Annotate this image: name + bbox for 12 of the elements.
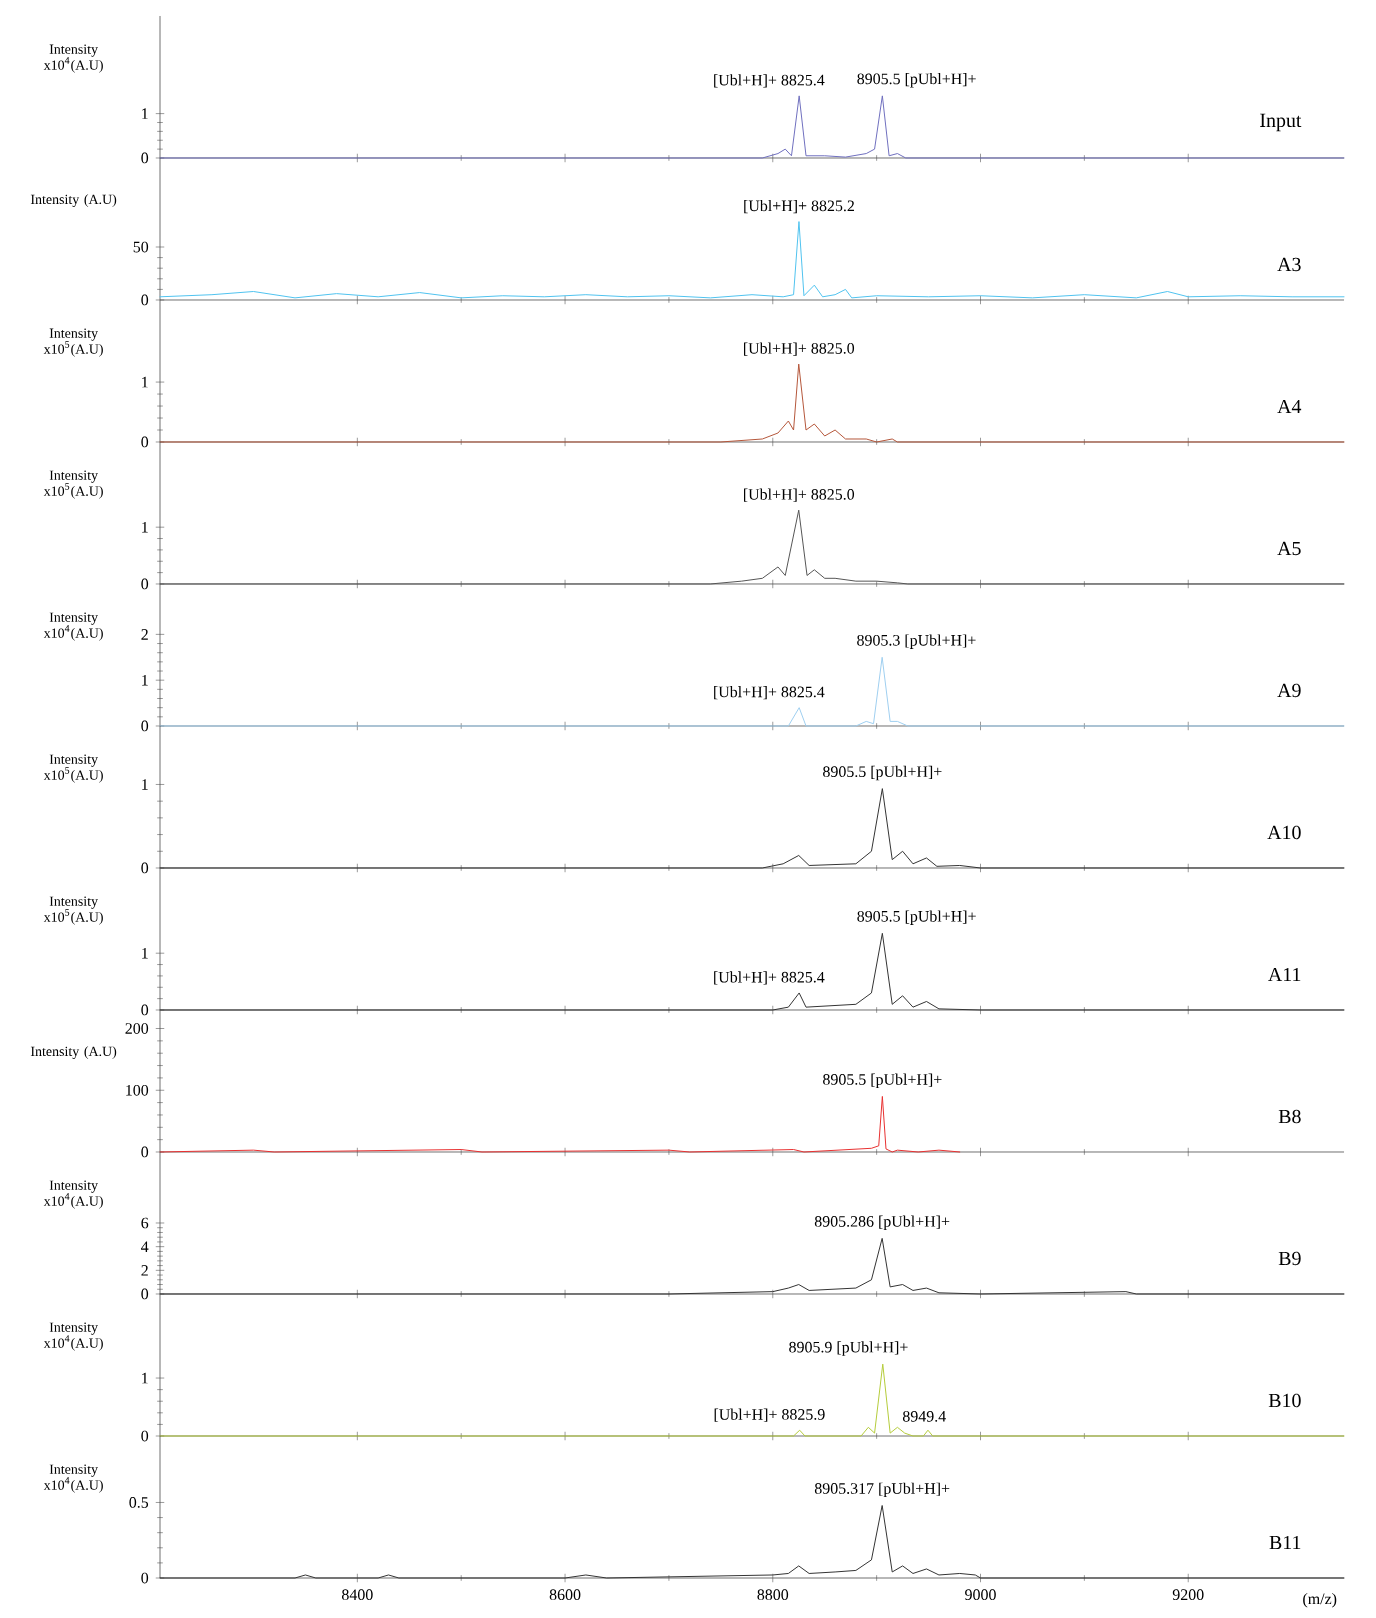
series-label: A5 bbox=[1277, 541, 1301, 556]
series-label: A11 bbox=[1268, 967, 1301, 982]
series-label: A10 bbox=[1267, 825, 1301, 840]
series-label: B9 bbox=[1278, 1251, 1301, 1266]
series-label: A3 bbox=[1277, 257, 1301, 272]
series-label: B10 bbox=[1268, 1393, 1301, 1408]
line-series bbox=[159, 1095, 961, 1153]
series-label: Input bbox=[1260, 113, 1302, 132]
series-label: A4 bbox=[1277, 399, 1302, 414]
text: B8 bbox=[1278, 1109, 1301, 1124]
series-label: B11 bbox=[1269, 1535, 1301, 1550]
series-label: A9 bbox=[1277, 683, 1301, 698]
